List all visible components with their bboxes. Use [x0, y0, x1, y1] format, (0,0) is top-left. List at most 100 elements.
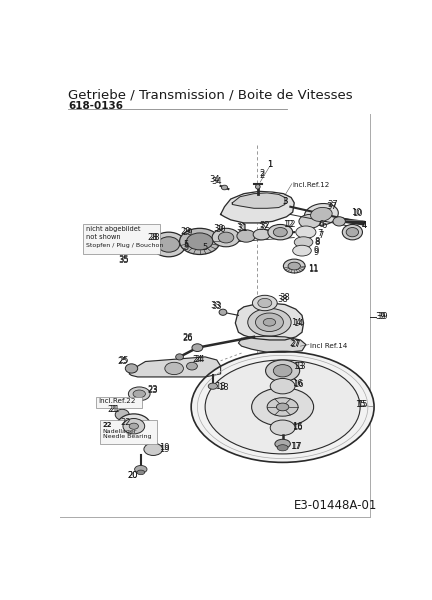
Text: 27: 27	[290, 340, 301, 349]
Text: 14: 14	[291, 318, 302, 327]
Ellipse shape	[294, 237, 313, 248]
Ellipse shape	[275, 439, 290, 449]
Ellipse shape	[205, 360, 360, 454]
Ellipse shape	[255, 313, 283, 331]
Text: 9: 9	[313, 248, 318, 257]
Text: Needle Bearing: Needle Bearing	[103, 434, 151, 439]
Text: 618-0136: 618-0136	[68, 101, 123, 111]
Text: 21: 21	[109, 405, 120, 414]
Text: incl Ref.14: incl Ref.14	[310, 343, 347, 349]
Text: 31: 31	[237, 224, 248, 233]
Text: 21: 21	[108, 405, 118, 414]
Text: 16: 16	[292, 423, 303, 432]
Text: 4: 4	[362, 221, 367, 230]
Ellipse shape	[252, 295, 277, 311]
Ellipse shape	[165, 362, 184, 374]
Ellipse shape	[333, 217, 346, 226]
Text: 5: 5	[203, 243, 208, 252]
Text: 13: 13	[295, 362, 306, 371]
Text: 34: 34	[211, 177, 222, 186]
Ellipse shape	[273, 227, 287, 237]
Text: 23: 23	[148, 385, 159, 394]
Text: 24: 24	[192, 355, 203, 364]
Ellipse shape	[133, 390, 146, 398]
Text: 25: 25	[117, 357, 127, 366]
Text: 3: 3	[282, 197, 288, 206]
Ellipse shape	[125, 364, 138, 373]
Text: 37: 37	[326, 202, 337, 211]
Text: 8: 8	[315, 238, 320, 247]
Text: E3-01448A-01: E3-01448A-01	[294, 499, 378, 512]
Text: 30: 30	[214, 224, 224, 233]
Polygon shape	[221, 191, 294, 223]
Text: 11: 11	[308, 264, 319, 273]
Ellipse shape	[218, 232, 234, 243]
Ellipse shape	[346, 227, 359, 237]
Text: 13: 13	[294, 362, 304, 371]
Text: 18: 18	[215, 382, 226, 391]
Text: 11: 11	[308, 265, 319, 274]
Text: 28: 28	[148, 233, 159, 242]
Text: 9: 9	[313, 246, 318, 255]
Text: 17: 17	[290, 442, 301, 451]
Text: 32: 32	[258, 223, 269, 232]
Text: 16: 16	[294, 380, 304, 389]
Text: Incl.Ref.22: Incl.Ref.22	[98, 398, 136, 404]
Ellipse shape	[123, 419, 145, 434]
Text: 4: 4	[362, 221, 367, 230]
Ellipse shape	[237, 230, 255, 242]
Ellipse shape	[115, 409, 129, 420]
Ellipse shape	[263, 319, 276, 326]
Ellipse shape	[258, 298, 272, 308]
Text: 26: 26	[182, 333, 193, 342]
Ellipse shape	[268, 224, 293, 240]
Text: 37: 37	[327, 200, 338, 209]
Text: 29: 29	[182, 227, 193, 236]
Polygon shape	[238, 336, 306, 352]
Ellipse shape	[255, 184, 260, 189]
Text: 16: 16	[292, 422, 303, 431]
Text: 23: 23	[148, 386, 159, 395]
Text: 35: 35	[118, 256, 129, 265]
Ellipse shape	[117, 414, 151, 439]
Ellipse shape	[176, 354, 184, 360]
FancyBboxPatch shape	[96, 397, 142, 408]
Polygon shape	[129, 357, 221, 377]
Text: nicht abgebildet: nicht abgebildet	[86, 226, 140, 232]
Text: 15: 15	[355, 400, 365, 409]
Ellipse shape	[293, 245, 311, 256]
Text: 27: 27	[289, 338, 299, 347]
Ellipse shape	[270, 379, 295, 394]
Text: 38: 38	[279, 293, 289, 302]
Text: Getriebe / Transmission / Boite de Vitesses: Getriebe / Transmission / Boite de Vites…	[68, 89, 353, 102]
FancyBboxPatch shape	[83, 224, 160, 254]
Ellipse shape	[191, 352, 374, 463]
Ellipse shape	[158, 237, 180, 252]
Ellipse shape	[187, 233, 213, 250]
Ellipse shape	[129, 423, 139, 429]
Text: 1: 1	[267, 160, 272, 169]
Text: 39: 39	[376, 313, 386, 322]
FancyBboxPatch shape	[100, 419, 157, 443]
Text: 25: 25	[118, 356, 129, 365]
Text: 26: 26	[182, 334, 193, 343]
Text: 39: 39	[377, 313, 388, 322]
Ellipse shape	[187, 362, 197, 370]
Ellipse shape	[253, 229, 270, 240]
Ellipse shape	[283, 259, 305, 273]
Text: 22: 22	[103, 422, 112, 428]
Ellipse shape	[267, 398, 298, 416]
Ellipse shape	[296, 226, 316, 238]
Polygon shape	[232, 193, 285, 208]
Text: 15: 15	[357, 400, 368, 409]
Ellipse shape	[299, 214, 321, 229]
Text: 19: 19	[159, 443, 169, 452]
Text: 33: 33	[210, 301, 221, 310]
Text: 6: 6	[319, 220, 324, 229]
Ellipse shape	[277, 445, 288, 451]
Text: 18: 18	[218, 383, 228, 392]
Ellipse shape	[251, 388, 314, 426]
Text: 12: 12	[285, 220, 295, 229]
Ellipse shape	[212, 229, 240, 247]
Ellipse shape	[311, 208, 332, 221]
